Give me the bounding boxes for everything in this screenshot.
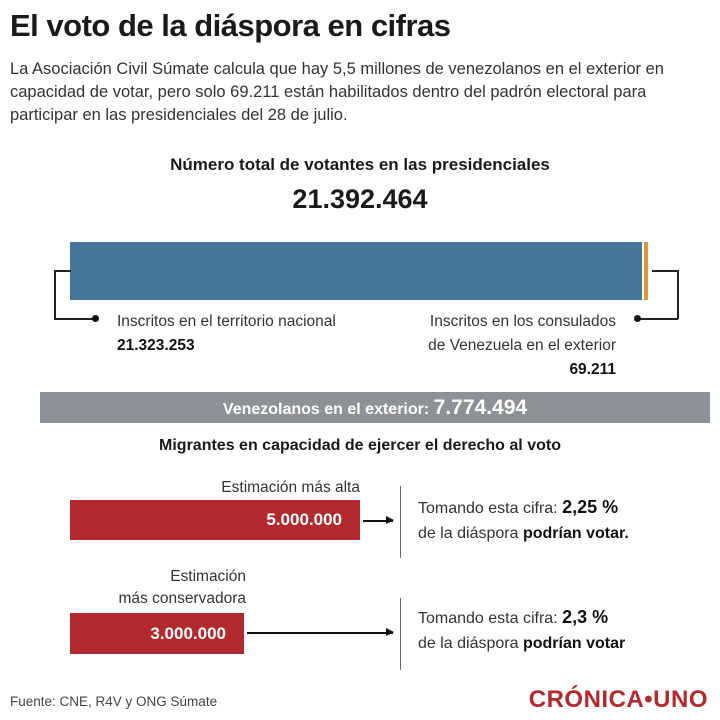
note-text: Tomando esta cifra: [418, 610, 563, 627]
low-estimate-label-line1: Estimación [170, 568, 246, 585]
band-label: Venezolanos en el exterior: [222, 401, 430, 418]
connector-line [54, 270, 56, 319]
bar-national [70, 242, 642, 300]
abroad-label-line1: Inscritos en los consulados [429, 313, 616, 330]
arrow-icon [363, 517, 394, 523]
high-estimate-note: Tomando esta cifra: 2,25 % de la diáspor… [418, 495, 629, 546]
note-text: de la diáspora [418, 635, 523, 652]
intro-text: La Asociación Civil Súmate calcula que h… [10, 60, 664, 124]
note-text: Tomando esta cifra: [418, 500, 563, 517]
high-estimate-pct: 2,25 % [562, 497, 619, 517]
connector-line [652, 270, 678, 272]
bar-high-estimate: 5.000.000 [70, 500, 360, 540]
page-title: El voto de la diáspora en cifras [10, 8, 451, 43]
connector-dot [634, 315, 641, 322]
low-estimate-value: 3.000.000 [150, 624, 226, 643]
cronica-uno-logo: CRÓNICA•UNO [528, 686, 708, 713]
total-voters-value: 21.392.464 [292, 184, 428, 214]
migrants-heading: Migrantes en capacidad de ejercer el der… [159, 437, 561, 454]
high-estimate-label: Estimación más alta [221, 479, 360, 496]
note-bold: podrían votar [522, 635, 626, 652]
low-estimate-pct: 2,3 % [562, 607, 609, 627]
national-value: 21.323.253 [117, 337, 195, 354]
connector-line [638, 318, 678, 320]
connector-line [54, 318, 96, 320]
connector-line [677, 270, 679, 319]
national-label: Inscritos en el territorio nacional [117, 313, 336, 330]
note-text: de la diáspora [418, 525, 523, 542]
low-estimate-note: Tomando esta cifra: 2,3 % de la diáspora… [418, 605, 625, 656]
high-estimate-value: 5.000.000 [266, 510, 342, 529]
low-estimate-label-line2: más conservadora [118, 590, 246, 607]
divider [400, 486, 401, 558]
connector-dot [92, 315, 99, 322]
divider [400, 598, 401, 670]
band-value: 7.774.494 [433, 396, 528, 419]
source-note: Fuente: CNE, R4V y ONG Súmate [10, 694, 218, 709]
bar-low-estimate: 3.000.000 [70, 613, 244, 654]
bar-abroad [644, 242, 648, 300]
abroad-label-line2: de Venezuela en el exterior [428, 337, 616, 354]
connector-line [54, 270, 71, 272]
abroad-value: 69.211 [569, 361, 616, 378]
abroad-label-block: Inscritos en los consulados de Venezuela… [428, 310, 616, 382]
national-label-block: Inscritos en el territorio nacional 21.3… [117, 310, 336, 358]
arrow-icon [247, 629, 394, 635]
note-bold: podrían votar. [522, 525, 629, 542]
low-estimate-label: Estimación más conservadora [118, 566, 246, 610]
venezuelans-abroad-band: Venezolanos en el exterior: 7.774.494 [40, 392, 710, 423]
total-voters-heading: Número total de votantes en las presiden… [170, 155, 550, 174]
